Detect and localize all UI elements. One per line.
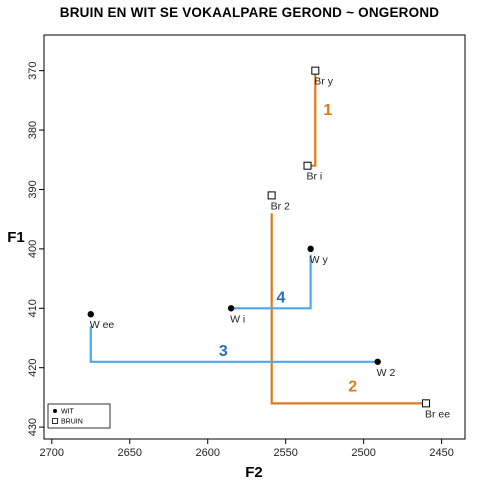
- pair-label-2: 2: [348, 378, 357, 395]
- plot-frame: [43, 34, 466, 440]
- point-label: W ee: [90, 319, 115, 331]
- bruin-point: [267, 191, 276, 200]
- point-label: W i: [230, 313, 245, 325]
- x-axis: 2700 2650 2600 2550 2500 2450: [40, 439, 454, 459]
- y-tick-label: 390: [27, 180, 39, 198]
- legend-wit-marker: [53, 409, 57, 413]
- y-tick-label: 420: [27, 359, 39, 377]
- connector-line-3: [89, 326, 378, 363]
- bruin-point: [422, 399, 431, 408]
- data-points: W ee W i W y W 2 Br y Br i Br 2 Br ee: [87, 66, 450, 420]
- bruin-point: [311, 66, 320, 75]
- connector-lines: [89, 70, 426, 405]
- wit-point: [87, 311, 94, 318]
- legend-wit-label: WIT: [61, 409, 75, 416]
- connector-line-2: [270, 213, 426, 405]
- y-tick-label: 430: [27, 418, 39, 436]
- y-axis-label: F1: [7, 229, 25, 246]
- point-label: W y: [310, 254, 329, 266]
- pair-label-3: 3: [219, 343, 228, 360]
- y-tick-label: 400: [27, 240, 39, 258]
- wit-point: [374, 358, 381, 365]
- bruin-point: [303, 161, 312, 170]
- x-tick-label: 2600: [195, 447, 219, 459]
- pair-label-4: 4: [277, 289, 286, 306]
- pair-labels: 1 2 3 4: [219, 102, 357, 395]
- y-tick-label: 370: [27, 61, 39, 79]
- x-tick-label: 2650: [118, 447, 142, 459]
- wit-point: [307, 245, 314, 253]
- y-axis: 370 380 390 400 410 420 430: [27, 61, 44, 436]
- y-tick-label: 380: [27, 121, 39, 139]
- point-label: Br y: [314, 76, 333, 88]
- connector-line-4: [231, 254, 312, 310]
- point-label: Br ee: [425, 408, 450, 420]
- legend-bruin-label: BRUIN: [61, 419, 83, 426]
- point-label: Br i: [307, 171, 323, 183]
- x-axis-label: F2: [245, 464, 263, 481]
- x-tick-label: 2500: [351, 447, 375, 459]
- chart-title: BRUIN EN WIT SE VOKAALPARE GEROND ~ ONGE…: [59, 5, 440, 20]
- point-label: W 2: [377, 367, 396, 379]
- legend-bruin-marker: [52, 418, 58, 424]
- pair-label-1: 1: [323, 102, 332, 119]
- wit-point: [227, 305, 235, 312]
- y-tick-label: 410: [27, 299, 39, 317]
- legend: WIT BRUIN: [47, 403, 111, 429]
- x-tick-label: 2700: [40, 447, 64, 459]
- x-tick-label: 2550: [273, 447, 297, 459]
- point-label: Br 2: [271, 200, 290, 212]
- x-tick-label: 2450: [429, 447, 453, 459]
- legend-box: [47, 403, 111, 429]
